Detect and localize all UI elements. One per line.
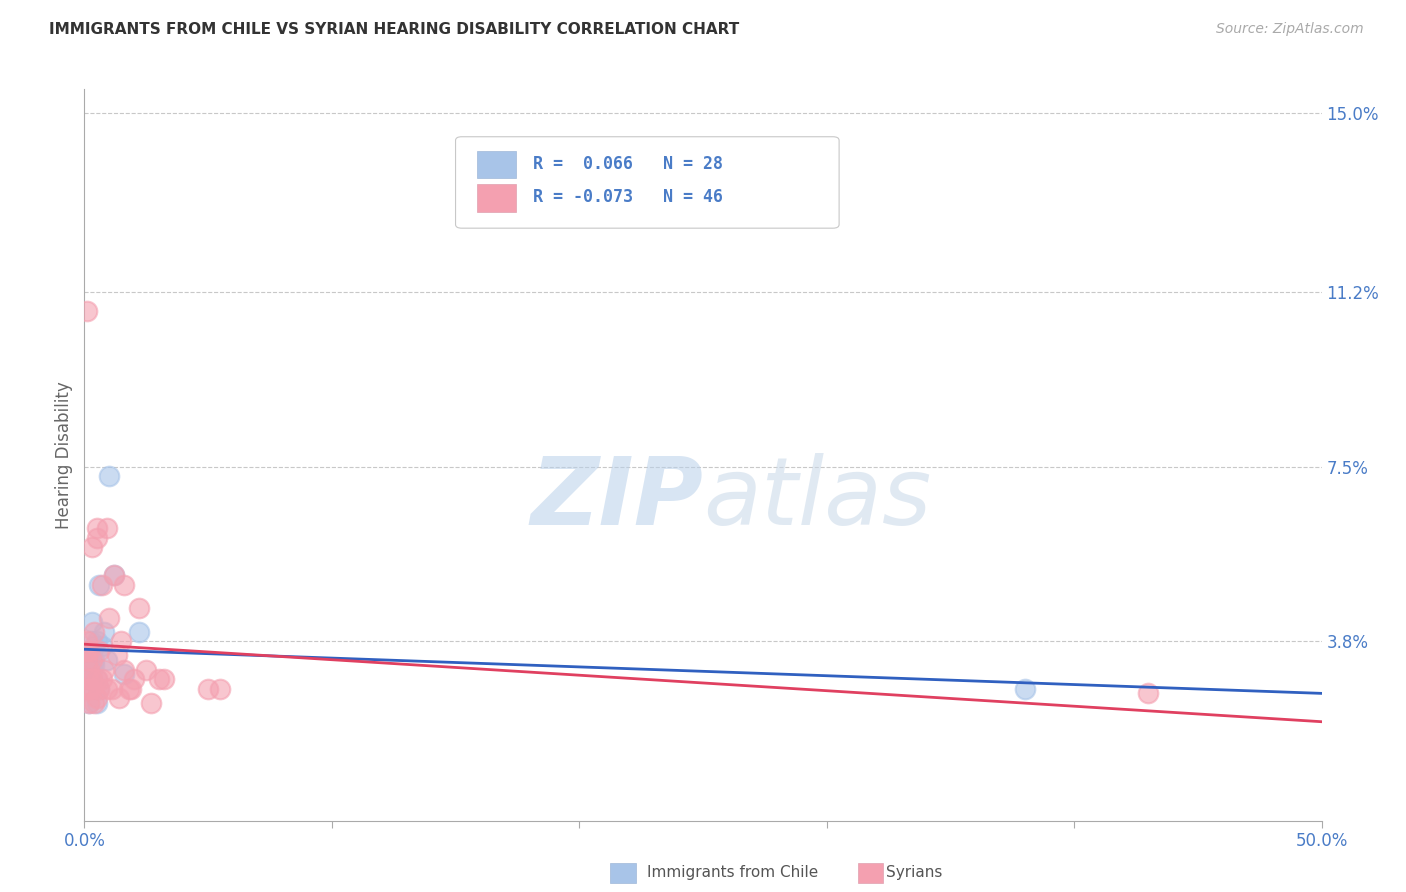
Point xyxy=(86,696,108,710)
Point xyxy=(89,644,111,658)
Point xyxy=(120,681,142,696)
Point xyxy=(79,663,101,677)
Point xyxy=(79,634,101,648)
Point xyxy=(141,696,163,710)
Point xyxy=(112,663,135,677)
Point xyxy=(83,624,105,639)
FancyBboxPatch shape xyxy=(477,151,516,178)
Point xyxy=(1014,681,1036,696)
Text: Syrians: Syrians xyxy=(886,865,942,880)
Point xyxy=(209,681,232,696)
Point xyxy=(152,672,174,686)
Text: R =  0.066   N = 28: R = 0.066 N = 28 xyxy=(533,155,724,173)
Point xyxy=(76,672,98,686)
Point xyxy=(93,663,115,677)
Text: IMMIGRANTS FROM CHILE VS SYRIAN HEARING DISABILITY CORRELATION CHART: IMMIGRANTS FROM CHILE VS SYRIAN HEARING … xyxy=(49,22,740,37)
Point xyxy=(83,696,105,710)
Point xyxy=(86,531,108,545)
Y-axis label: Hearing Disability: Hearing Disability xyxy=(55,381,73,529)
Point xyxy=(108,690,131,705)
Point xyxy=(79,681,101,696)
Point xyxy=(76,672,98,686)
Point xyxy=(112,577,135,591)
Text: R = -0.073   N = 46: R = -0.073 N = 46 xyxy=(533,188,724,206)
FancyBboxPatch shape xyxy=(477,185,516,212)
Point xyxy=(197,681,219,696)
Point xyxy=(90,577,112,591)
Point xyxy=(118,681,141,696)
Point xyxy=(79,696,101,710)
Point xyxy=(89,681,111,696)
Point xyxy=(79,696,101,710)
Point xyxy=(79,663,101,677)
Point xyxy=(75,657,97,672)
Point xyxy=(103,568,125,582)
Point xyxy=(128,601,150,615)
Point xyxy=(100,681,122,696)
Point xyxy=(80,663,103,677)
Point xyxy=(93,624,115,639)
Point xyxy=(80,672,103,686)
Point xyxy=(80,540,103,554)
Point xyxy=(76,653,98,667)
Point xyxy=(96,681,118,696)
Point xyxy=(77,644,100,658)
Point xyxy=(86,690,108,705)
Point xyxy=(80,681,103,696)
Point xyxy=(86,672,108,686)
Point xyxy=(1137,686,1160,700)
Text: atlas: atlas xyxy=(703,453,931,544)
Text: Source: ZipAtlas.com: Source: ZipAtlas.com xyxy=(1216,22,1364,37)
Point xyxy=(83,653,105,667)
Point xyxy=(76,634,98,648)
Point xyxy=(98,469,121,483)
Point xyxy=(80,672,103,686)
Point xyxy=(122,672,145,686)
Point xyxy=(80,615,103,630)
Point xyxy=(112,667,135,681)
Point xyxy=(96,521,118,535)
Text: Immigrants from Chile: Immigrants from Chile xyxy=(647,865,818,880)
Point xyxy=(83,657,105,672)
Point xyxy=(105,648,128,663)
Point xyxy=(90,672,112,686)
Point xyxy=(80,644,103,658)
Point xyxy=(90,639,112,653)
Point xyxy=(86,634,108,648)
Point xyxy=(79,648,101,663)
Point xyxy=(89,681,111,696)
Point xyxy=(128,624,150,639)
Point xyxy=(75,644,97,658)
Point xyxy=(96,653,118,667)
Point xyxy=(98,611,121,625)
Point xyxy=(79,644,101,658)
Text: ZIP: ZIP xyxy=(530,453,703,545)
Point xyxy=(103,568,125,582)
Point xyxy=(76,304,98,318)
Point xyxy=(89,577,111,591)
Point xyxy=(135,663,157,677)
Point xyxy=(110,634,132,648)
Point xyxy=(80,653,103,667)
Point xyxy=(86,672,108,686)
Point xyxy=(83,639,105,653)
FancyBboxPatch shape xyxy=(456,136,839,228)
Point xyxy=(86,521,108,535)
Point xyxy=(148,672,170,686)
Point xyxy=(76,681,98,696)
Point xyxy=(76,681,98,696)
